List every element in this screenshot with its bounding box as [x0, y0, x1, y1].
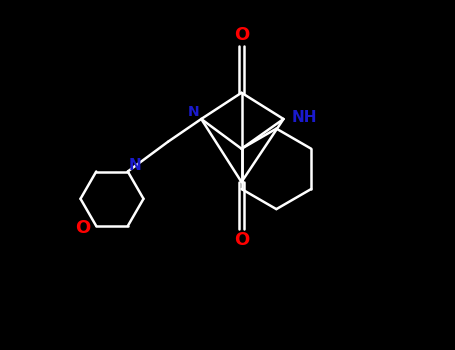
- Text: NH: NH: [292, 110, 317, 125]
- Text: N: N: [188, 105, 199, 119]
- Text: O: O: [76, 219, 91, 237]
- Text: O: O: [234, 26, 249, 44]
- Text: O: O: [234, 231, 249, 249]
- Text: N: N: [129, 158, 142, 173]
